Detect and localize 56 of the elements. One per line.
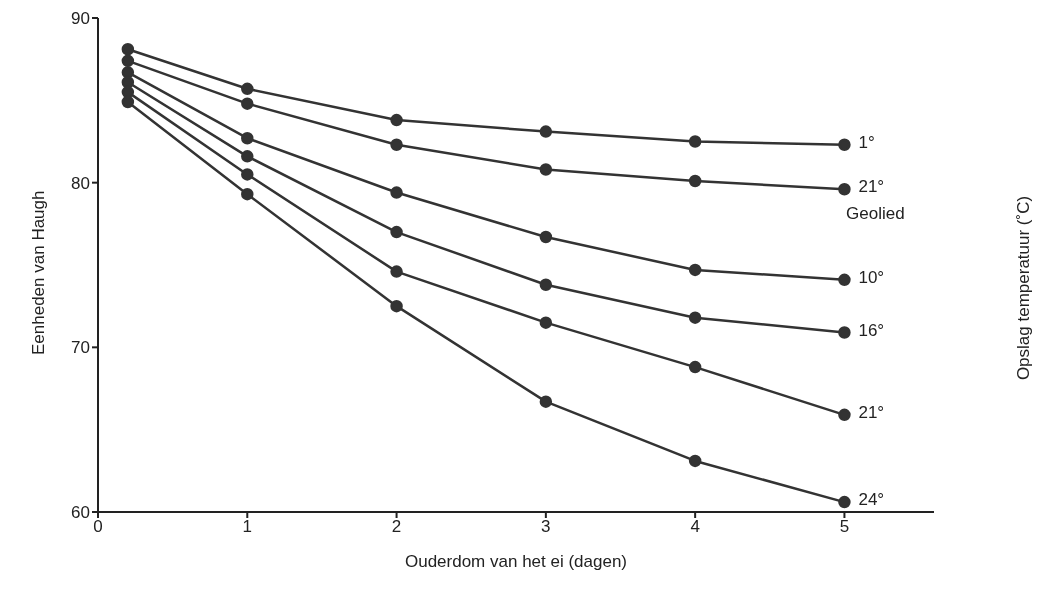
point [241, 97, 254, 110]
annotation: Geolied [846, 204, 905, 224]
point [241, 187, 254, 201]
point [838, 495, 851, 509]
point [390, 225, 403, 239]
point [121, 85, 135, 99]
point [688, 263, 702, 277]
y-tick-label: 90 [71, 9, 90, 29]
point [241, 131, 254, 145]
point [121, 75, 135, 89]
y-tick-label: 80 [71, 173, 90, 193]
point [539, 125, 553, 138]
series-label: 10° [858, 267, 885, 287]
point [539, 163, 553, 176]
point [390, 138, 403, 152]
point [539, 316, 553, 329]
point [688, 454, 702, 468]
y2-axis-title: Opslag temperatuur (˚C) [1014, 195, 1034, 381]
x-tick-label: 1 [242, 517, 253, 537]
y-tick-label: 60 [71, 503, 90, 523]
point [241, 82, 254, 96]
point [390, 265, 403, 278]
series-label: 21° [858, 402, 885, 422]
x-tick-label: 0 [93, 517, 103, 537]
series-label: 1° [858, 132, 875, 152]
point [539, 230, 553, 244]
point [390, 186, 403, 199]
point [688, 174, 702, 188]
series-label: 21° [858, 177, 885, 197]
point [121, 43, 135, 56]
point [241, 168, 254, 181]
point [121, 54, 135, 68]
x-tick-label: 2 [391, 517, 402, 537]
x-tick-label: 4 [690, 517, 700, 537]
point [241, 150, 254, 163]
point [390, 113, 403, 127]
point [121, 66, 135, 79]
y-axis-title: Eenheden van Haugh [29, 190, 49, 355]
x-axis-title: Ouderdom van het ei (dagen) [404, 552, 628, 571]
point [539, 278, 553, 292]
point [838, 326, 851, 339]
x-tick-label: 5 [839, 517, 850, 537]
series-label: 16° [858, 320, 885, 340]
point [121, 95, 135, 109]
point [838, 408, 851, 422]
x-tick-label: 3 [541, 517, 551, 537]
series-label: 24° [858, 490, 885, 510]
point [688, 311, 702, 324]
point [688, 135, 702, 148]
point [688, 360, 702, 374]
point [838, 273, 851, 287]
y-tick-label: 70 [71, 338, 90, 358]
point [390, 299, 403, 313]
point [539, 395, 553, 408]
point [838, 138, 851, 152]
point [838, 183, 851, 196]
